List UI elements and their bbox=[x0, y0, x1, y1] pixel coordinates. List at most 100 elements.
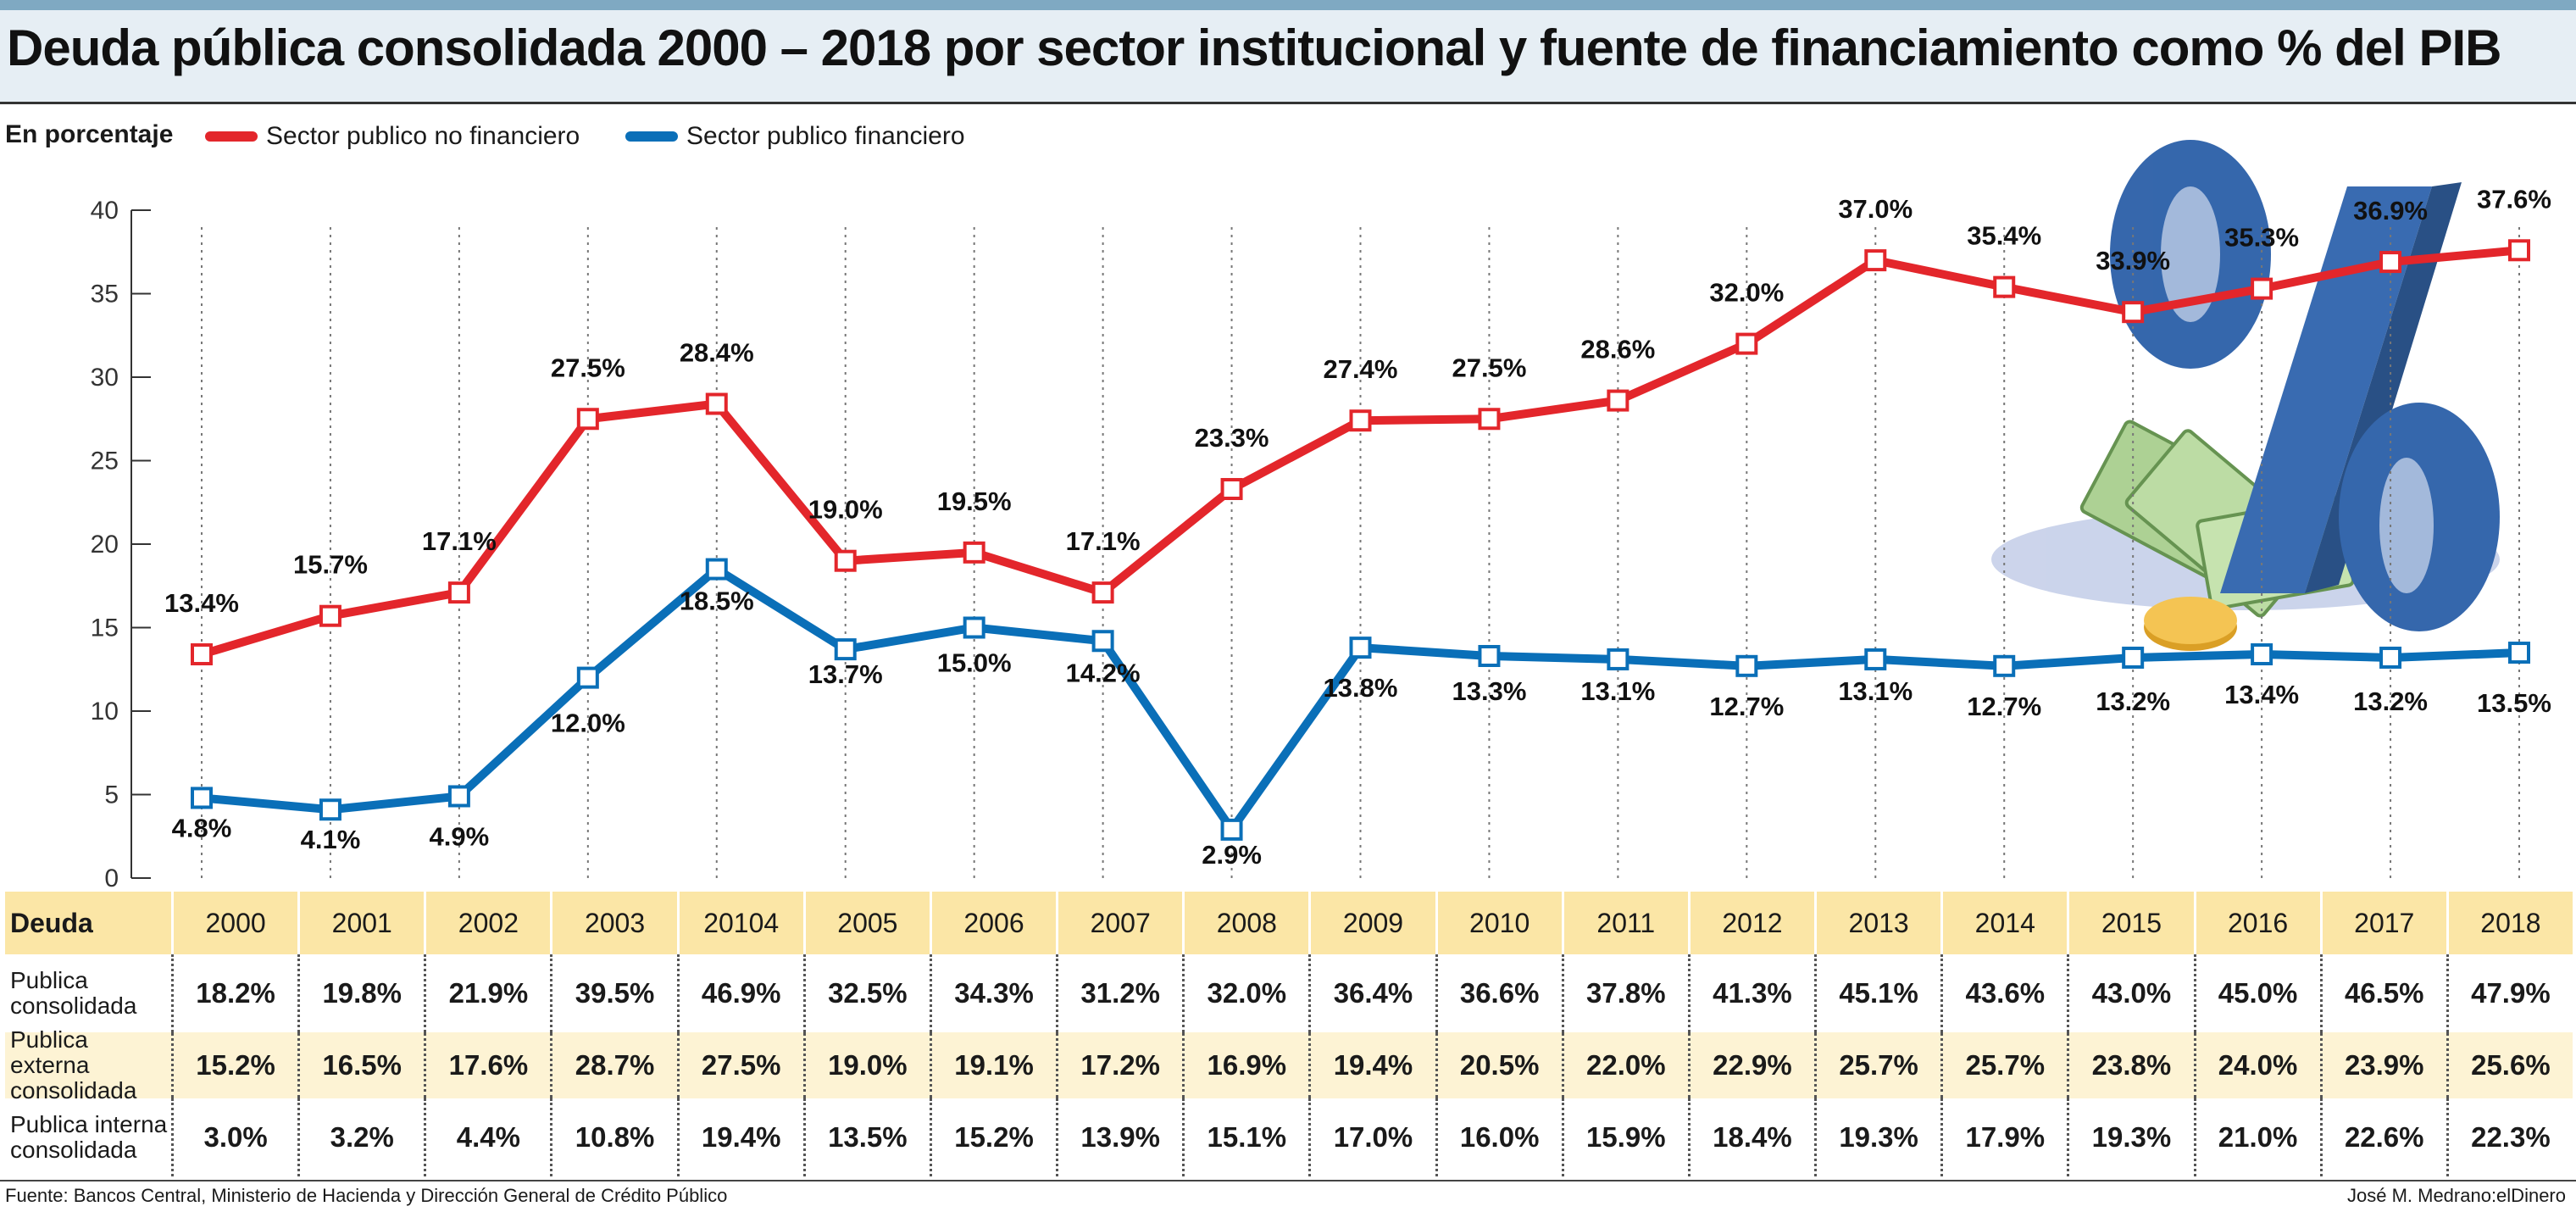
row-label-line: consolidada bbox=[10, 1137, 137, 1163]
data-point bbox=[1864, 648, 1887, 670]
table-cell: 17.0% bbox=[1308, 1098, 1435, 1176]
data-point bbox=[1607, 648, 1629, 670]
data-label: 19.5% bbox=[937, 486, 1012, 516]
table-cell: 37.8% bbox=[1561, 954, 1688, 1032]
footer-rule bbox=[0, 1180, 2576, 1181]
table-cell: 46.9% bbox=[676, 954, 803, 1032]
data-point bbox=[2379, 251, 2402, 274]
series bbox=[191, 239, 2530, 841]
y-tick-label: 40 bbox=[91, 197, 119, 225]
y-axis: 0 5 10 15 20 25 30 35 40 bbox=[91, 197, 151, 890]
data-label: 17.1% bbox=[422, 526, 497, 556]
row-label: Publica interna consolidada bbox=[5, 1098, 171, 1176]
data-point bbox=[1735, 654, 1758, 677]
table-cell: 28.7% bbox=[550, 1032, 676, 1098]
table-cell: 25.6% bbox=[2446, 1032, 2573, 1098]
data-point bbox=[319, 798, 341, 821]
table-cell: 36.4% bbox=[1308, 954, 1435, 1032]
table-cell: 45.0% bbox=[2193, 954, 2320, 1032]
row-label: Publica consolidada bbox=[5, 954, 171, 1032]
data-point bbox=[1220, 818, 1243, 841]
data-label: 13.4% bbox=[164, 588, 239, 618]
data-point bbox=[963, 541, 985, 564]
y-tick-label: 35 bbox=[91, 281, 119, 309]
data-label: 23.3% bbox=[1195, 423, 1269, 453]
data-point bbox=[1478, 644, 1501, 667]
data-label: 12.7% bbox=[1967, 692, 2041, 721]
table-header-year: 2017 bbox=[2319, 892, 2446, 954]
table-cell: 15.2% bbox=[929, 1098, 1056, 1176]
table-cell: 43.6% bbox=[1940, 954, 2067, 1032]
table-header-year: 2010 bbox=[1435, 892, 1562, 954]
data-point bbox=[191, 643, 213, 666]
table-row: Publica consolidada 18.2% 19.8% 21.9% 39.5%… bbox=[5, 954, 2573, 1032]
data-label: 35.3% bbox=[2224, 223, 2299, 253]
table-cell: 25.7% bbox=[1940, 1032, 2067, 1098]
chart-title: Deuda pública consolidada 2000 – 2018 po… bbox=[7, 19, 2501, 76]
row-label-line: Publica bbox=[10, 967, 88, 993]
data-point bbox=[1735, 332, 1758, 355]
table-cell: 25.7% bbox=[1814, 1032, 1940, 1098]
data-point bbox=[1607, 389, 1629, 412]
data-point bbox=[963, 616, 985, 639]
data-point bbox=[1864, 249, 1887, 272]
table-cell: 18.2% bbox=[171, 954, 297, 1032]
data-point bbox=[576, 408, 599, 431]
table-cell: 22.0% bbox=[1561, 1032, 1688, 1098]
data-point bbox=[2508, 239, 2530, 262]
data-point bbox=[705, 392, 728, 415]
y-tick-label: 30 bbox=[91, 364, 119, 392]
table-header-year: 2018 bbox=[2446, 892, 2573, 954]
table-row: Publica externa consolidada 15.2% 16.5% 17… bbox=[5, 1027, 2573, 1104]
table-cell: 19.0% bbox=[802, 1032, 930, 1098]
y-tick-label: 25 bbox=[91, 448, 119, 475]
data-label: 4.8% bbox=[172, 813, 232, 842]
table-cell: 21.9% bbox=[424, 954, 550, 1032]
y-tick-label: 5 bbox=[104, 781, 119, 809]
table-cell: 3.2% bbox=[297, 1098, 424, 1176]
table-header-year: 2003 bbox=[550, 892, 676, 954]
data-labels: 13.4% 15.7% 17.1% 27.5% 28.4% 19.0% 19.5% 17.1%… bbox=[164, 184, 2551, 870]
data-point bbox=[1091, 581, 1114, 604]
legend-item-financiero: Sector publico financiero bbox=[625, 122, 965, 151]
table-cell: 17.6% bbox=[424, 1032, 550, 1098]
data-label: 28.4% bbox=[680, 338, 754, 368]
data-point bbox=[705, 558, 728, 581]
table-cell: 47.9% bbox=[2446, 954, 2573, 1032]
data-point bbox=[2379, 646, 2402, 669]
data-point bbox=[2251, 643, 2273, 666]
table-cell: 15.1% bbox=[1182, 1098, 1308, 1176]
coin-icon bbox=[2144, 597, 2237, 651]
table-header-label: Deuda bbox=[10, 908, 93, 938]
data-point bbox=[1091, 630, 1114, 653]
table-cell: 46.5% bbox=[2319, 954, 2446, 1032]
data-label: 13.2% bbox=[2096, 687, 2170, 716]
data-point bbox=[1349, 637, 1372, 659]
table-cell: 15.2% bbox=[171, 1032, 297, 1098]
data-point bbox=[834, 549, 857, 572]
table-cell: 13.5% bbox=[802, 1098, 930, 1176]
data-label: 37.6% bbox=[2477, 184, 2551, 214]
credit-note: José M. Medrano:elDinero bbox=[2346, 1185, 2566, 1206]
table-cell: 22.6% bbox=[2319, 1098, 2446, 1176]
data-label: 2.9% bbox=[1202, 840, 1262, 870]
table-header-row: Deuda 2000 2001 2002 2003 20104 2005 2006 2007 2… bbox=[5, 892, 2573, 954]
legend-swatch-red bbox=[205, 131, 258, 142]
data-label: 4.9% bbox=[430, 821, 490, 851]
data-label: 13.7% bbox=[808, 659, 883, 689]
table-cell: 22.3% bbox=[2446, 1098, 2573, 1176]
data-label: 15.0% bbox=[937, 648, 1012, 678]
line-chart: 0 5 10 15 20 25 30 35 40 13.4% 15.7% 17.1% 27.5% 28.… bbox=[91, 140, 2551, 890]
data-point bbox=[447, 581, 470, 604]
row-label-line: consolidada bbox=[10, 1077, 137, 1104]
table-header-year: 2008 bbox=[1182, 892, 1308, 954]
top-accent-bar bbox=[0, 0, 2576, 10]
data-label: 36.9% bbox=[2353, 196, 2428, 225]
table-header-year: 2014 bbox=[1940, 892, 2067, 954]
table-cell: 23.9% bbox=[2319, 1032, 2446, 1098]
table-cell: 32.0% bbox=[1182, 954, 1308, 1032]
table-cell: 16.9% bbox=[1182, 1032, 1308, 1098]
table-cell: 31.2% bbox=[1056, 954, 1182, 1032]
data-label: 13.8% bbox=[1324, 673, 1398, 703]
table-header-year: 2005 bbox=[802, 892, 930, 954]
